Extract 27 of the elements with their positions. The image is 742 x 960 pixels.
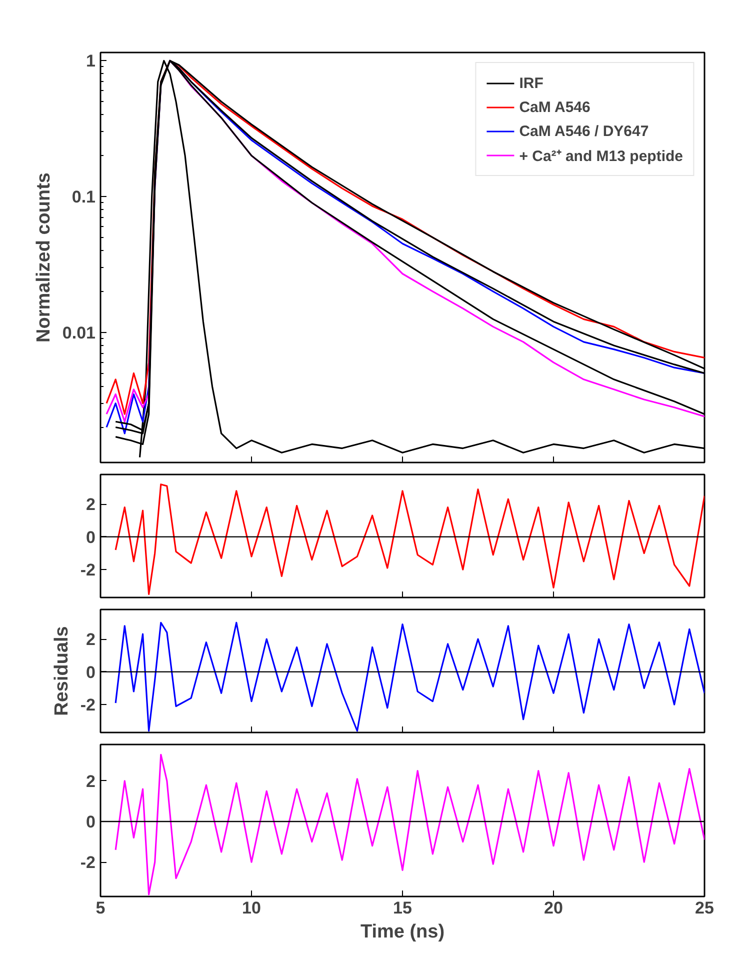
y-tick-label: 2 xyxy=(86,630,96,650)
x-tick-label: 20 xyxy=(544,898,563,918)
legend-label: IRF xyxy=(519,74,544,92)
y-tick-label: -2 xyxy=(80,696,96,715)
y-tick-label: 0.1 xyxy=(72,188,96,207)
y-axis-title: Normalized counts xyxy=(33,172,54,342)
x-tick-label: 5 xyxy=(96,898,106,918)
y-tick-label: 0.01 xyxy=(62,323,96,342)
y-tick-label: 1 xyxy=(86,52,96,71)
y-tick-label: 0 xyxy=(86,812,96,832)
y-tick-label: -2 xyxy=(80,853,96,872)
line-series xyxy=(114,754,704,896)
legend-label: CaM A546 / DY647 xyxy=(519,122,649,140)
y-tick-label: 2 xyxy=(86,772,96,791)
x-tick-label: 15 xyxy=(393,898,412,918)
y-tick-label: 0 xyxy=(86,662,96,682)
y-tick-label: 2 xyxy=(86,495,96,514)
legend-label: CaM A546 xyxy=(519,98,590,116)
legend-label: + Ca²⁺ and M13 peptide xyxy=(519,147,683,165)
line-series xyxy=(114,622,704,732)
y-tick-label: 0 xyxy=(86,528,96,547)
y-tick-label: -2 xyxy=(80,560,96,580)
x-tick-label: 25 xyxy=(695,898,714,918)
y-axis-title: Residuals xyxy=(51,626,72,716)
x-tick-label: 10 xyxy=(242,898,261,918)
x-axis-title: Time (ns) xyxy=(360,922,445,942)
line-series xyxy=(114,484,704,596)
